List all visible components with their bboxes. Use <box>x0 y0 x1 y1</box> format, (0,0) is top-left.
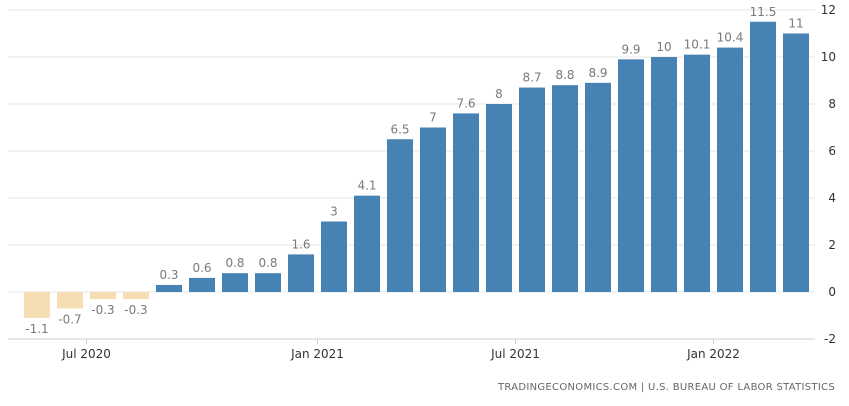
x-axis: Jul 2020 Jan 2021 Jul 2021 Jan 2022 <box>8 338 815 361</box>
y-tick-label: 2 <box>828 238 836 252</box>
bar <box>222 273 248 292</box>
x-tick-label: Jul 2020 <box>61 347 111 361</box>
data-label: -0.3 <box>91 303 114 317</box>
bar <box>684 54 710 293</box>
y-tick-label: 6 <box>828 144 836 158</box>
data-label: 1.6 <box>291 237 310 251</box>
bar <box>750 21 776 292</box>
data-label: 3 <box>330 205 338 219</box>
data-label: -0.3 <box>124 303 147 317</box>
data-label: 4.1 <box>357 179 376 193</box>
bar <box>618 59 644 292</box>
data-label: 8.8 <box>555 68 574 82</box>
data-label: 7 <box>429 111 437 125</box>
bar <box>783 33 809 292</box>
bar <box>288 254 314 292</box>
bar <box>123 292 149 300</box>
bar <box>90 292 116 300</box>
x-tick-label: Jan 2022 <box>686 347 740 361</box>
data-label: 6.5 <box>390 122 409 136</box>
data-label: 11 <box>788 17 803 31</box>
y-tick-label: 4 <box>828 191 836 205</box>
x-tick-label: Jul 2021 <box>490 347 540 361</box>
data-label: 11.5 <box>750 5 777 19</box>
data-label: 10 <box>656 40 671 54</box>
y-tick-label: 12 <box>821 3 836 17</box>
y-tick-label: -2 <box>824 332 836 346</box>
bars <box>24 21 809 318</box>
data-label: 0.6 <box>192 261 211 275</box>
data-label: -0.7 <box>58 312 81 326</box>
bar <box>24 292 50 318</box>
bar <box>651 57 677 292</box>
data-label: 0.3 <box>159 268 178 282</box>
data-label: 8 <box>495 87 503 101</box>
bar <box>519 87 545 292</box>
y-tick-label: 10 <box>821 50 836 64</box>
bar <box>255 273 281 292</box>
x-tick-label: Jan 2021 <box>290 347 344 361</box>
bar <box>387 139 413 292</box>
bar <box>453 113 479 293</box>
bar <box>717 47 743 292</box>
data-label: 10.1 <box>684 38 711 52</box>
data-label: 0.8 <box>258 256 277 270</box>
y-tick-label: 0 <box>828 285 836 299</box>
bar <box>552 85 578 292</box>
bar <box>420 127 446 292</box>
data-label: 8.9 <box>588 66 607 80</box>
bar <box>585 82 611 292</box>
bar <box>189 277 215 292</box>
y-axis: -2 0 2 4 6 8 10 12 <box>821 3 836 346</box>
y-tick-label: 8 <box>828 97 836 111</box>
data-labels: -1.1 -0.7 -0.3 -0.3 0.3 0.6 0.8 0.8 1.6 3 4.1 6.5 7 7… <box>25 5 803 336</box>
data-label: 8.7 <box>522 71 541 85</box>
data-label: 9.9 <box>621 42 640 56</box>
data-label: 7.6 <box>456 96 475 110</box>
bar <box>57 292 83 309</box>
source-text: TRADINGECONOMICS.COM | U.S. BUREAU OF LA… <box>497 382 835 393</box>
data-label: -1.1 <box>25 322 48 336</box>
data-label: 0.8 <box>225 256 244 270</box>
bar <box>486 104 512 292</box>
bar <box>156 284 182 292</box>
bar <box>321 221 347 292</box>
bar <box>354 195 380 292</box>
data-label: 10.4 <box>717 31 744 45</box>
